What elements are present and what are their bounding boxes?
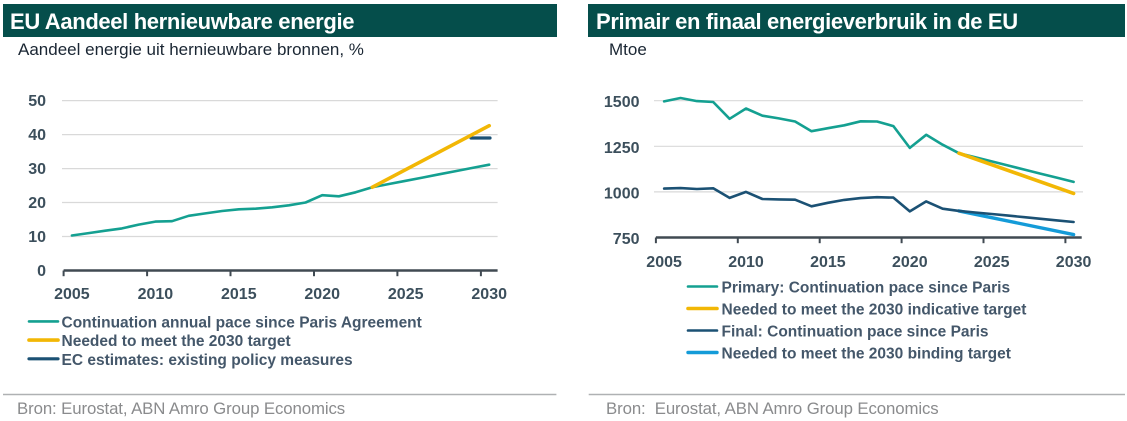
svg-text:2030: 2030 — [1056, 254, 1092, 271]
svg-text:2010: 2010 — [138, 286, 174, 303]
svg-text:1000: 1000 — [604, 185, 640, 202]
svg-text:2015: 2015 — [221, 286, 257, 303]
svg-text:2005: 2005 — [646, 254, 682, 271]
svg-text:2015: 2015 — [810, 254, 846, 271]
svg-text:Continuation annual pace since: Continuation annual pace since Paris Agr… — [62, 314, 422, 331]
svg-text:10: 10 — [28, 229, 46, 246]
svg-text:2020: 2020 — [304, 286, 340, 303]
svg-text:Bron: Eurostat, ABN Amro Grou: Bron: Eurostat, ABN Amro Group Economics — [606, 399, 939, 418]
svg-text:Bron: Eurostat, ABN Amro Group: Bron: Eurostat, ABN Amro Group Economics — [17, 399, 345, 418]
svg-text:Final: Continuation pace since: Final: Continuation pace since Paris — [722, 324, 989, 341]
svg-text:40: 40 — [28, 127, 46, 144]
svg-text:0: 0 — [37, 263, 46, 280]
svg-text:20: 20 — [28, 195, 46, 212]
svg-text:750: 750 — [613, 231, 640, 248]
svg-text:Needed to meet the 2030 target: Needed to meet the 2030 target — [62, 333, 291, 350]
svg-text:Primary: Continuation pace sin: Primary: Continuation pace since Paris — [722, 280, 1011, 297]
svg-text:50: 50 — [28, 93, 46, 110]
svg-text:2030: 2030 — [471, 286, 507, 303]
svg-text:2020: 2020 — [892, 254, 928, 271]
svg-text:1250: 1250 — [604, 140, 640, 157]
svg-text:2005: 2005 — [54, 286, 90, 303]
svg-text:2010: 2010 — [728, 254, 764, 271]
svg-text:EC estimates: existing policy: EC estimates: existing policy measures — [62, 352, 353, 369]
svg-text:30: 30 — [28, 161, 46, 178]
svg-text:2025: 2025 — [388, 286, 424, 303]
svg-text:2025: 2025 — [974, 254, 1010, 271]
svg-text:1500: 1500 — [604, 94, 640, 111]
svg-text:Needed to meet the 2030 indica: Needed to meet the 2030 indicative targe… — [722, 302, 1027, 319]
svg-text:Needed to meet the 2030 bindin: Needed to meet the 2030 binding target — [722, 346, 1011, 363]
